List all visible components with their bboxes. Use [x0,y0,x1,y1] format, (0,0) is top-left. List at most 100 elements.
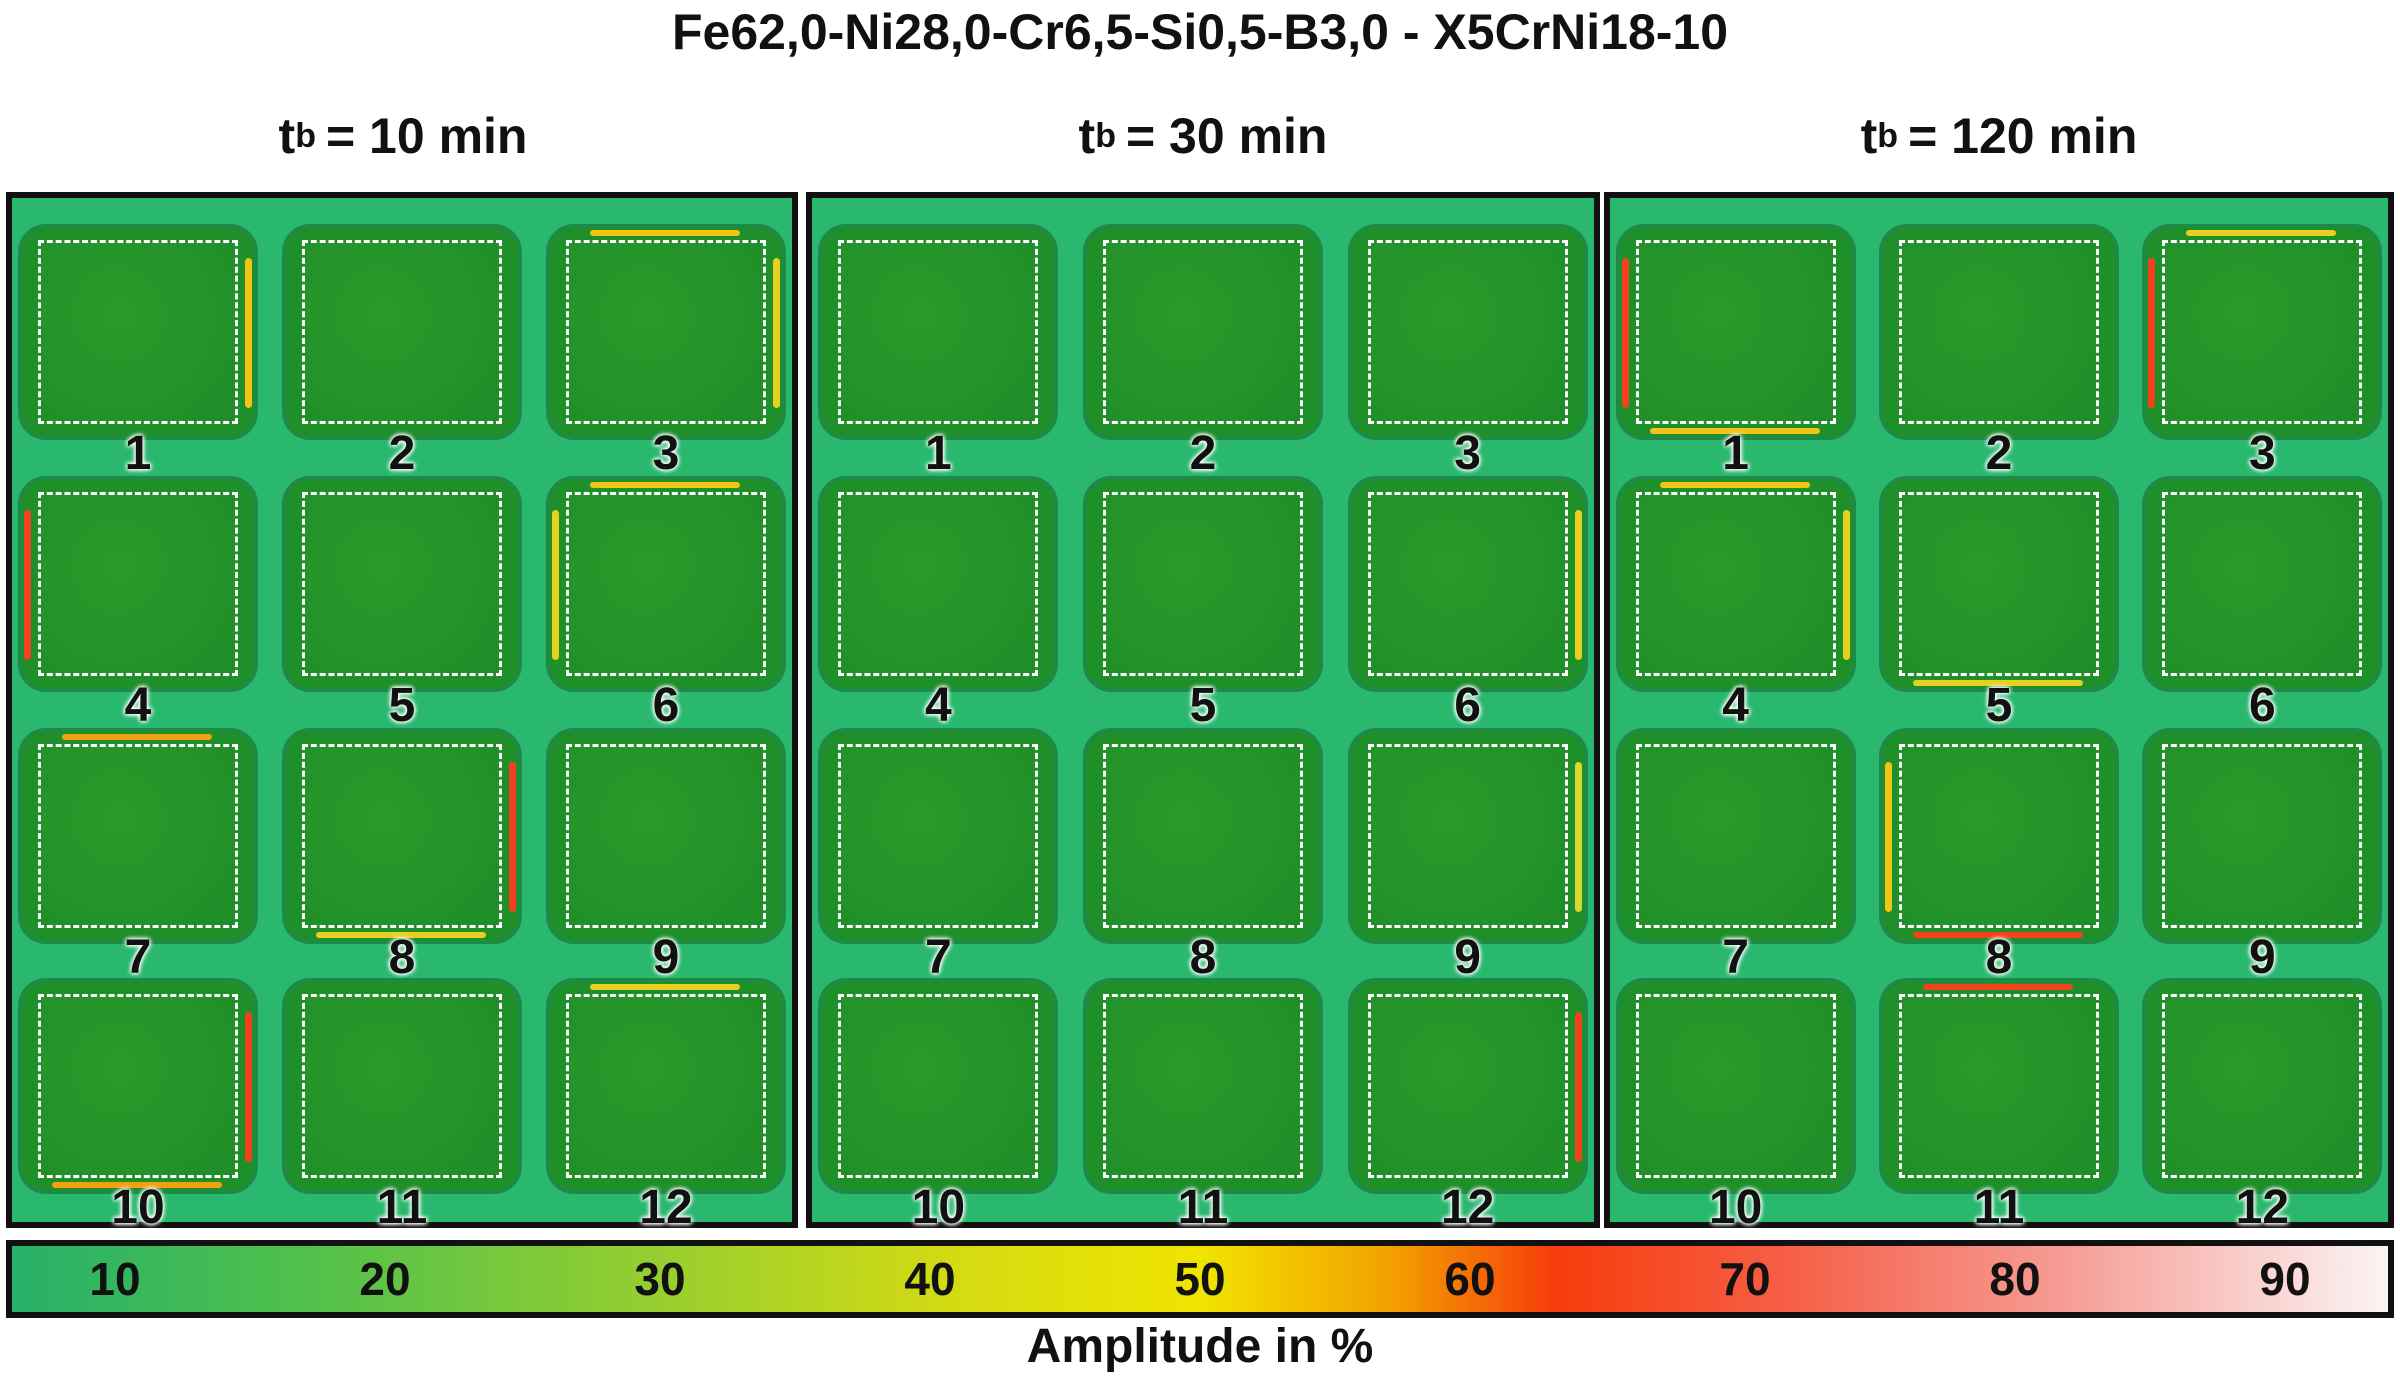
specimen-label: 6 [652,679,680,732]
specimen [1883,228,2115,436]
specimen [286,982,518,1190]
specimen-label: 5 [388,679,416,732]
panel-header-var: t [1078,108,1096,164]
specimen [1619,480,1852,688]
specimen [1087,732,1319,940]
specimen [822,480,1055,688]
amplitude-hotspot [2186,230,2337,236]
colorbar-tick: 30 [634,1253,686,1305]
specimen [286,732,518,940]
measurement-roi [1103,240,1303,424]
measurement-roi [2162,492,2363,676]
measurement-roi [1103,744,1303,928]
specimen [2146,228,2379,436]
specimen-label: 2 [1189,427,1217,480]
measurement-roi [1103,492,1303,676]
specimen [1619,228,1852,436]
measurement-roi [38,492,238,676]
specimen [822,228,1055,436]
amplitude-hotspot [1649,428,1820,434]
measurement-roi [1367,744,1568,928]
measurement-roi [1635,492,1836,676]
specimen [286,228,518,436]
specimen [1619,732,1852,940]
measurement-roi [566,744,766,928]
specimen [550,982,782,1190]
specimen-label: 10 [111,1181,165,1234]
specimen-label: 3 [1454,427,1481,480]
specimen [1351,228,1584,436]
specimen-label: 4 [1722,679,1749,732]
panel-header-var: t [278,108,296,164]
specimen [286,480,518,688]
specimen [22,732,254,940]
specimen-label: 6 [2248,679,2276,732]
colorbar-tick: 50 [1174,1253,1226,1305]
amplitude-hotspot [590,230,740,236]
measurement-roi [2162,744,2363,928]
amplitude-hotspot [1621,258,1629,408]
specimen-label: 6 [1454,679,1481,732]
amplitude-hotspot [24,510,31,660]
colorbar-tick: 80 [1989,1253,2041,1305]
specimen [2146,480,2379,688]
specimen [822,732,1055,940]
measurement-roi [1635,994,1836,1178]
panel-header-sub: b [1877,116,1899,155]
amplitude-hotspot [1842,510,1850,660]
specimen [550,228,782,436]
measurement-roi [566,994,766,1178]
specimen-label: 5 [1985,679,2013,732]
amplitude-hotspot [62,734,212,740]
amplitude-hotspot [1659,482,1810,488]
amplitude-hotspot [1913,680,2083,686]
measurement-roi [1899,240,2099,424]
measurement-roi [838,744,1039,928]
specimen-label: 8 [388,931,416,984]
specimen-label: 7 [1722,931,1749,984]
specimen-label: 8 [1985,931,2013,984]
panel-header-sub: b [295,116,316,155]
specimen-label: 9 [2248,931,2276,984]
specimen [2146,732,2379,940]
amplitude-hotspot [773,258,780,408]
amplitude-hotspot [1913,932,2083,938]
colorbar-label: Amplitude in % [1026,1319,1374,1373]
measurement-roi [38,744,238,928]
amplitude-hotspot [590,482,740,488]
specimen-label: 12 [2235,1181,2290,1234]
figure-title: Fe62,0-Ni28,0-Cr6,5-Si0,5-B3,0 - X5CrNi1… [671,4,1729,60]
panel-header-sub: b [1095,116,1116,155]
panel-header-1: t b = 10 min [8,100,798,172]
amplitude-hotspot [245,258,252,408]
specimen [550,480,782,688]
colorbar-tick: 60 [1444,1253,1496,1305]
colorbar-tick: 10 [89,1253,141,1305]
specimen-label: 10 [911,1181,966,1234]
measurement-roi [1367,994,1568,1178]
measurement-roi [302,240,502,424]
specimen [822,982,1055,1190]
specimen [1087,982,1319,1190]
specimen-label: 1 [1722,427,1749,480]
specimen-label: 1 [124,427,152,480]
specimen-label: 9 [1454,931,1481,984]
specimen-label: 2 [388,427,416,480]
measurement-roi [1899,994,2099,1178]
specimen-label: 11 [1973,1181,2025,1234]
amplitude-hotspot [245,1012,252,1162]
amplitude-hotspot [1574,762,1582,912]
specimen-label: 11 [1177,1181,1229,1234]
amplitude-hotspot [316,932,486,938]
specimen-label: 5 [1189,679,1217,732]
specimen-label: 10 [1708,1181,1763,1234]
specimen-label: 3 [652,427,680,480]
specimen-label: 7 [924,931,952,984]
colorbar-tick: 70 [1719,1253,1771,1305]
colorbar [6,1240,2394,1318]
panel-header-3: t b = 120 min [1604,100,2394,172]
specimen [22,480,254,688]
amplitude-hotspot [1574,1012,1582,1162]
measurement-roi [38,240,238,424]
specimen-label: 11 [376,1181,428,1234]
